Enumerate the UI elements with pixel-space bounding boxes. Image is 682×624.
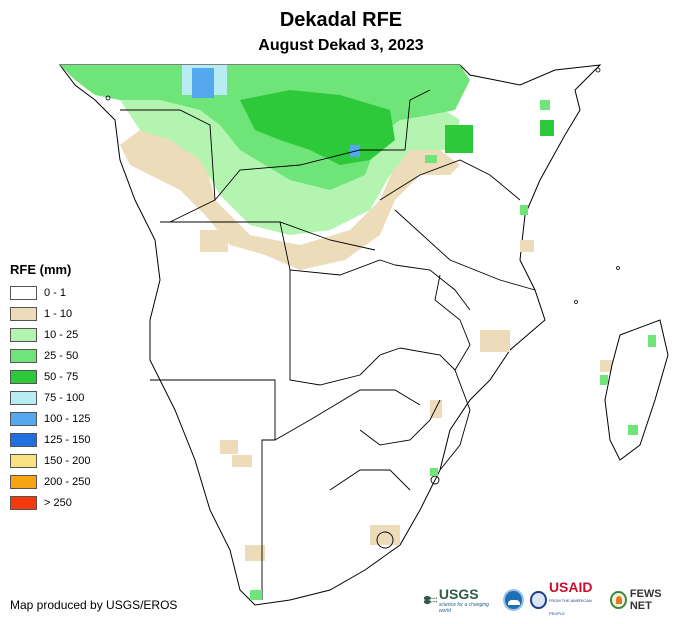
legend-swatch <box>10 348 37 363</box>
legend-swatch <box>10 390 37 405</box>
legend-item: 200 - 250 <box>10 471 120 492</box>
logo-strip: USGS science for a changing world USAID … <box>424 580 682 616</box>
usgs-tagline: science for a changing world <box>438 602 489 614</box>
fews-net-logo: FEWS NET <box>610 588 682 612</box>
usgs-logo-text: USGS <box>438 586 479 602</box>
legend-label: 200 - 250 <box>44 475 91 488</box>
legend-item: 75 - 100 <box>10 387 120 408</box>
legend-swatch <box>10 306 37 321</box>
legend-label: 100 - 125 <box>44 412 91 425</box>
legend-label: 0 - 1 <box>44 286 67 299</box>
map-subtitle: August Dekad 3, 2023 <box>258 37 424 54</box>
legend-item: 50 - 75 <box>10 366 120 387</box>
madagascar <box>604 319 669 461</box>
legend: RFE (mm) 0 - 1 1 - 10 10 - 25 25 - 50 50… <box>10 262 120 513</box>
legend-label: > 250 <box>44 496 72 509</box>
legend-swatch <box>10 432 37 447</box>
legend-label: 25 - 50 <box>44 349 79 362</box>
legend-swatch <box>10 411 37 426</box>
credit-text: Map produced by USGS/EROS <box>10 598 178 612</box>
legend-swatch <box>10 474 37 489</box>
usaid-logo-text: USAID <box>548 578 593 595</box>
legend-swatch <box>10 369 37 384</box>
usaid-seal-icon <box>530 591 547 609</box>
legend-item: 10 - 25 <box>10 324 120 345</box>
usgs-logo: USGS science for a changing world <box>424 586 497 614</box>
legend-label: 75 - 100 <box>44 391 85 404</box>
legend-swatch <box>10 495 37 510</box>
legend-item: 150 - 200 <box>10 450 120 471</box>
legend-title: RFE (mm) <box>10 262 72 277</box>
legend-label: 10 - 25 <box>44 328 79 341</box>
map-title: Dekadal RFE <box>279 9 403 31</box>
legend-label: 150 - 200 <box>44 454 91 467</box>
country-borders <box>120 89 536 600</box>
legend-item: 100 - 125 <box>10 408 120 429</box>
legend-label: 125 - 150 <box>44 433 91 446</box>
legend-item: 1 - 10 <box>10 303 120 324</box>
usaid-tagline: FROM THE AMERICAN PEOPLE <box>548 597 592 616</box>
legend-swatch <box>10 327 37 342</box>
legend-label: 1 - 10 <box>44 307 73 320</box>
legend-item: 125 - 150 <box>10 429 120 450</box>
noaa-logo <box>503 589 525 611</box>
rfe-100-125-zone <box>192 68 214 98</box>
fews-net-icon <box>610 591 627 609</box>
legend-item: > 250 <box>10 492 120 513</box>
legend-label: 50 - 75 <box>44 370 79 383</box>
legend-item: 25 - 50 <box>10 345 120 366</box>
legend-swatch <box>10 453 37 468</box>
usaid-logo: USAID FROM THE AMERICAN PEOPLE <box>530 578 604 620</box>
legend-item: 0 - 1 <box>10 282 120 303</box>
legend-swatch <box>10 285 37 300</box>
usgs-wave-icon <box>424 595 437 605</box>
fews-net-text: FEWS NET <box>629 588 662 612</box>
